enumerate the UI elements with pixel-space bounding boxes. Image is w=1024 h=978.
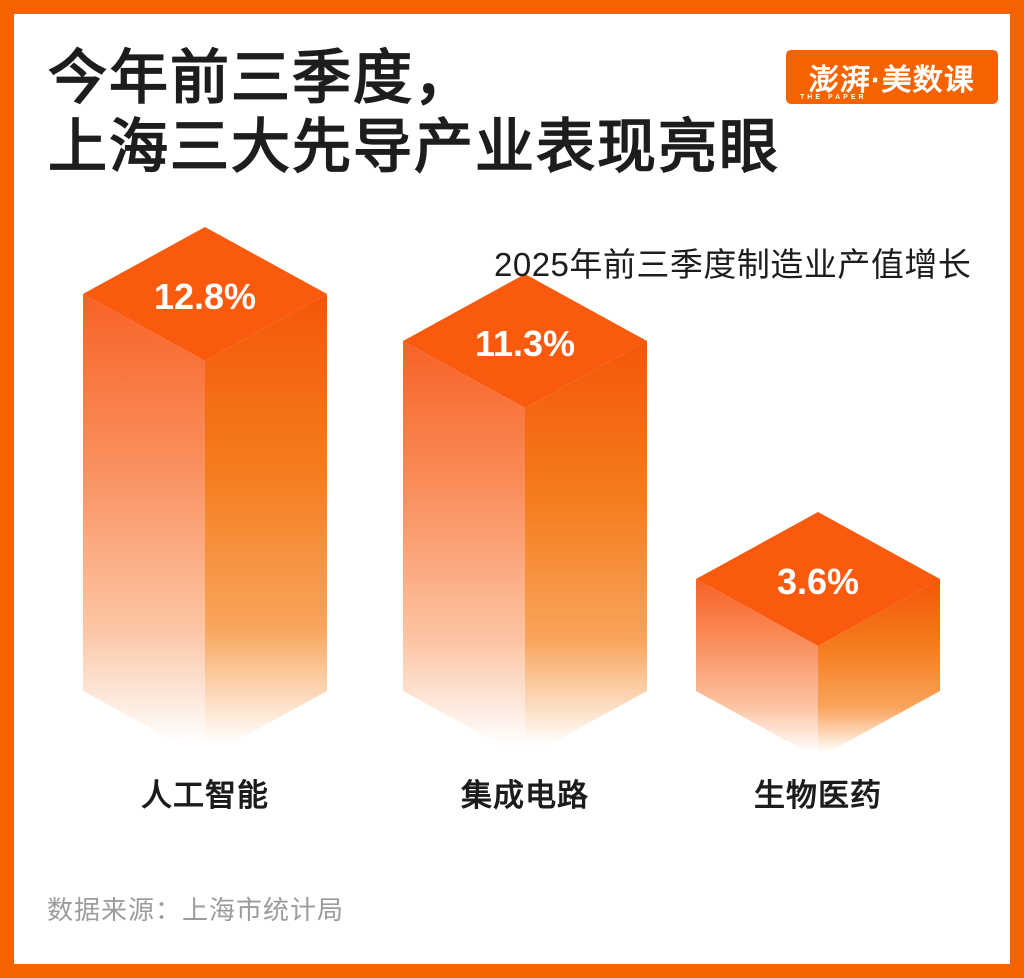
bar-right-face bbox=[205, 294, 327, 758]
bar-value-label: 11.3% bbox=[475, 323, 575, 364]
bar-column: 11.3% bbox=[403, 274, 647, 758]
page-title: 今年前三季度， 上海三大先导产业表现亮眼 bbox=[48, 44, 780, 182]
page-title-line1: 今年前三季度， bbox=[48, 45, 476, 111]
bar-column: 12.8% bbox=[83, 227, 327, 758]
page-title-line2: 上海三大先导产业表现亮眼 bbox=[48, 114, 781, 180]
chart-subtitle: 2025年前三季度制造业产值增长 bbox=[494, 246, 972, 283]
bar-category-label: 集成电路 bbox=[461, 778, 589, 813]
logo-english-text: THE PAPER bbox=[800, 94, 867, 101]
data-source: 数据来源：上海市统计局 bbox=[47, 895, 345, 925]
bar-left-face bbox=[83, 294, 205, 758]
logo-chinese-text: 澎湃·美数课 bbox=[807, 64, 976, 97]
bar-category-label: 生物医药 bbox=[754, 778, 882, 813]
bar-column: 3.6% bbox=[696, 512, 940, 758]
bar-right-face bbox=[525, 341, 647, 758]
bar-right-face bbox=[818, 579, 940, 758]
bar-category-label: 人工智能 bbox=[141, 778, 269, 813]
bar-left-face bbox=[696, 579, 818, 758]
bar-left-face bbox=[403, 341, 525, 758]
the-paper-logo: 澎湃·美数课 THE PAPER bbox=[786, 50, 998, 104]
bar-value-label: 12.8% bbox=[154, 276, 256, 317]
bar-value-label: 3.6% bbox=[777, 561, 859, 602]
